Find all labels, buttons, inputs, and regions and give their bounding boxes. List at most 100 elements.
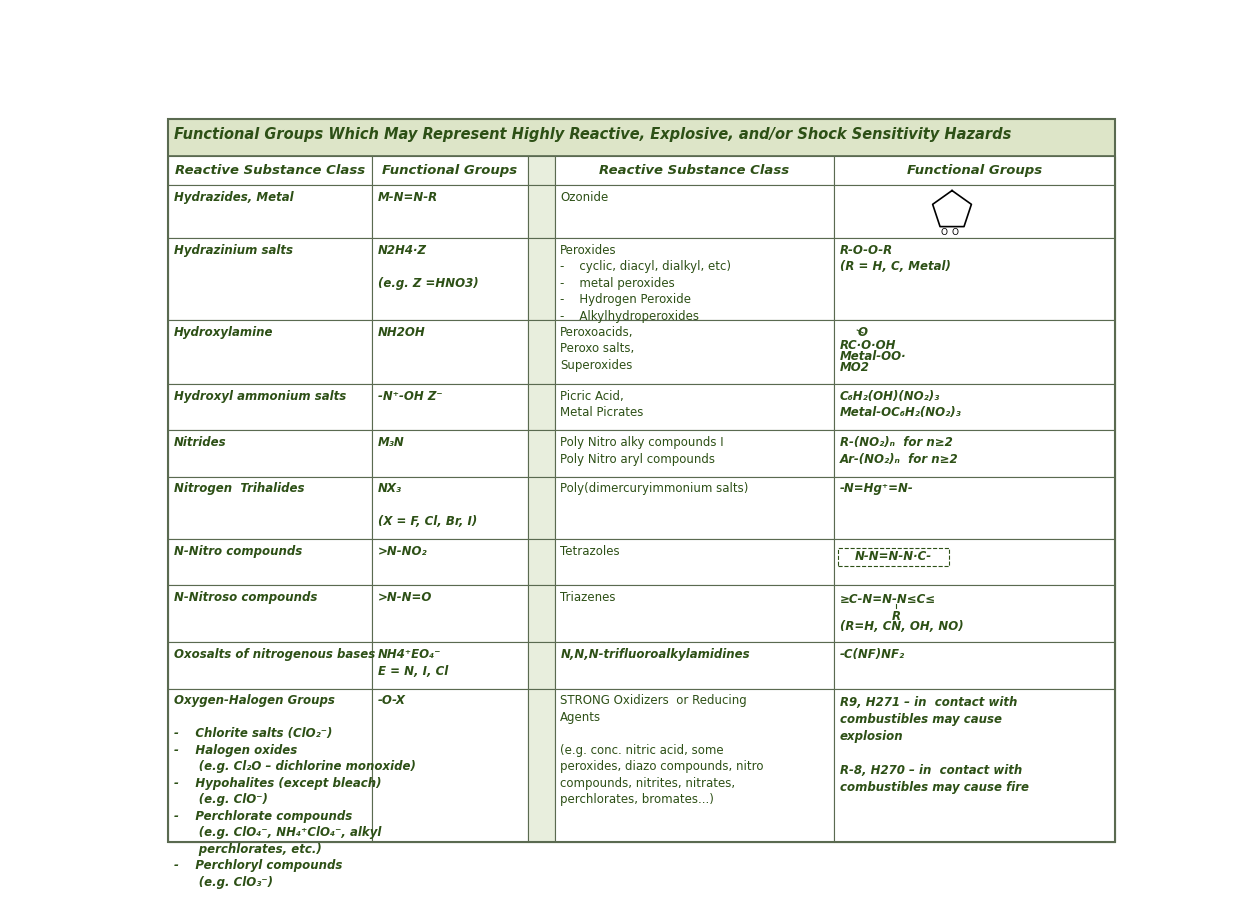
Text: -O-X: -O-X [378,694,406,707]
Text: (R=H, CN, OH, NO): (R=H, CN, OH, NO) [840,620,963,633]
Bar [555,320,834,384]
Text: Picric Acid,
Metal Picrates: Picric Acid, Metal Picrates [561,390,644,419]
Bar [168,540,372,586]
Text: O: O [940,228,948,237]
Bar [834,185,1116,238]
Bar [555,642,834,688]
Text: STRONG Oxidizers  or Reducing
Agents

(e.g. conc. nitric acid, some
peroxides, d: STRONG Oxidizers or Reducing Agents (e.g… [561,694,764,807]
Bar [528,688,555,842]
Text: Tetrazoles: Tetrazoles [561,545,620,558]
Bar [168,119,1116,156]
Bar [528,238,555,320]
Text: Poly(dimercuryimmonium salts): Poly(dimercuryimmonium salts) [561,482,749,495]
Text: N-Nitroso compounds: N-Nitroso compounds [174,591,317,604]
Text: -N=Hg⁺=N-: -N=Hg⁺=N- [840,482,914,495]
Text: Peroxoacids,
Peroxo salts,
Superoxides: Peroxoacids, Peroxo salts, Superoxides [561,326,635,371]
Text: N2H4·Z

(e.g. Z =HNO3): N2H4·Z (e.g. Z =HNO3) [378,244,478,290]
Bar [834,688,1116,842]
Text: N,N,N-trifluoroalkylamidines: N,N,N-trifluoroalkylamidines [561,648,750,661]
Bar [555,185,834,238]
Bar [372,431,528,477]
Text: Reactive Substance Class: Reactive Substance Class [600,164,789,177]
Text: RC·O·OH: RC·O·OH [840,338,896,351]
Bar [834,642,1116,688]
Bar [555,477,834,540]
Text: NH2OH: NH2OH [378,326,426,339]
Text: -C(NF)NF₂: -C(NF)NF₂ [840,648,905,661]
Text: Nitrogen  Trihalides: Nitrogen Trihalides [174,482,304,495]
Bar [168,642,372,688]
Text: Nitrides: Nitrides [174,436,227,449]
Bar [838,548,949,566]
Bar [372,156,528,185]
Bar [372,642,528,688]
Bar [168,688,372,842]
Text: Functional Groups: Functional Groups [906,164,1042,177]
Text: Functional Groups: Functional Groups [382,164,517,177]
Bar [528,384,555,431]
Bar [528,431,555,477]
Text: Functional Groups Which May Represent Highly Reactive, Explosive, and/or Shock S: Functional Groups Which May Represent Hi… [174,127,1012,141]
Text: NX₃

(X = F, Cl, Br, I): NX₃ (X = F, Cl, Br, I) [378,482,477,529]
Bar [555,540,834,586]
Bar [555,156,834,185]
Text: Oxosalts of nitrogenous bases: Oxosalts of nitrogenous bases [174,648,376,661]
Bar [372,477,528,540]
Bar [834,477,1116,540]
Bar [168,185,372,238]
Text: Hydroxyl ammonium salts: Hydroxyl ammonium salts [174,390,347,403]
Text: R-(NO₂)ₙ  for n≥2
Ar-(NO₂)ₙ  for n≥2: R-(NO₂)ₙ for n≥2 Ar-(NO₂)ₙ for n≥2 [840,436,958,466]
Bar [372,384,528,431]
Bar [168,586,372,642]
Text: Metal-OO·: Metal-OO· [840,350,906,363]
Bar [528,320,555,384]
Text: Poly Nitro alky compounds I
Poly Nitro aryl compounds: Poly Nitro alky compounds I Poly Nitro a… [561,436,724,466]
Text: N-N=N-N·C-: N-N=N-N·C- [855,551,933,564]
Bar [372,238,528,320]
Text: Peroxides
-    cyclic, diacyl, dialkyl, etc)
-    metal peroxides
-    Hydrogen : Peroxides - cyclic, diacyl, dialkyl, etc… [561,244,731,322]
Text: Reactive Substance Class: Reactive Substance Class [175,164,366,177]
Bar [528,586,555,642]
Bar [528,642,555,688]
Text: ≥C-N=N-N≤C≤: ≥C-N=N-N≤C≤ [840,592,935,605]
Bar [834,431,1116,477]
Bar [528,156,555,185]
Bar [168,384,372,431]
Text: R9, H271 – in  contact with
combustibles may cause
explosion

R-8, H270 – in  co: R9, H271 – in contact with combustibles … [840,696,1029,794]
Text: Hydrazides, Metal: Hydrazides, Metal [174,190,293,203]
Text: NH4⁺EO₄⁻
E = N, I, Cl: NH4⁺EO₄⁻ E = N, I, Cl [378,648,448,677]
Text: C₆H₂(OH)(NO₂)₃
Metal-OC₆H₂(NO₂)₃: C₆H₂(OH)(NO₂)₃ Metal-OC₆H₂(NO₂)₃ [840,390,962,419]
Text: Triazenes: Triazenes [561,591,616,604]
Text: N-Nitro compounds: N-Nitro compounds [174,545,302,558]
Text: MO2: MO2 [840,361,870,374]
Text: >N-N=O: >N-N=O [378,591,432,604]
Bar [555,431,834,477]
Bar [372,688,528,842]
Bar [168,156,372,185]
Text: R-O-O-R
(R = H, C, Metal): R-O-O-R (R = H, C, Metal) [840,244,950,274]
Bar [528,540,555,586]
Bar [372,320,528,384]
Bar [834,320,1116,384]
Text: M₃N: M₃N [378,436,404,449]
Bar [372,185,528,238]
Text: M-N=N-R: M-N=N-R [378,190,438,203]
Bar [168,431,372,477]
Text: Oxygen-Halogen Groups

-    Chlorite salts (ClO₂⁻)
-    Halogen oxides
      (e.: Oxygen-Halogen Groups - Chlorite salts (… [174,694,416,889]
Bar [168,320,372,384]
Bar [834,586,1116,642]
Bar [372,540,528,586]
Text: O: O [952,228,959,237]
Bar [555,384,834,431]
Bar [372,586,528,642]
Text: Hydroxylamine: Hydroxylamine [174,326,273,339]
Text: O: O [858,326,868,339]
Text: Ozonide: Ozonide [561,190,608,203]
Bar [834,156,1116,185]
Bar [834,238,1116,320]
Bar [168,238,372,320]
Text: >N-NO₂: >N-NO₂ [378,545,427,558]
Bar [528,477,555,540]
Text: R: R [891,610,900,623]
Bar [528,185,555,238]
